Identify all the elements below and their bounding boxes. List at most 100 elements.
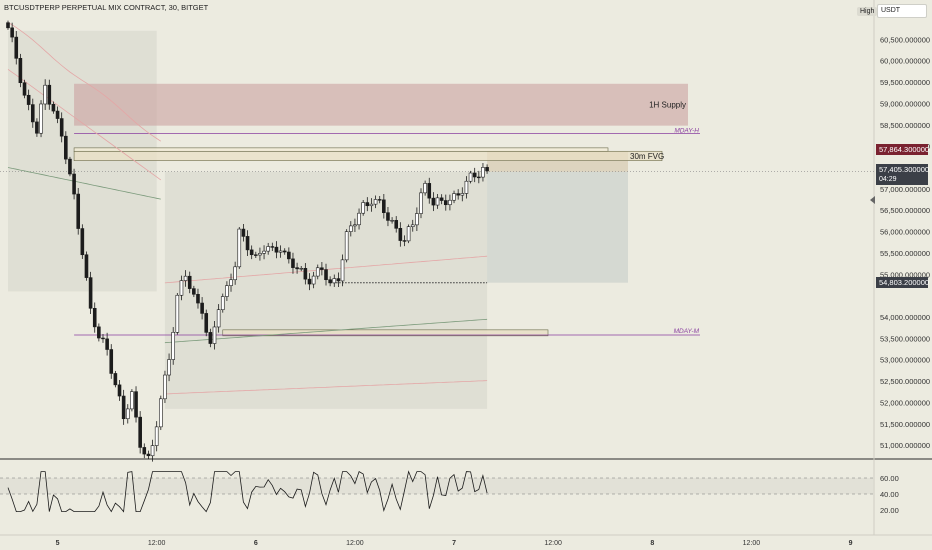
candle xyxy=(159,398,163,428)
price-tick-label: 57,000.000000 xyxy=(880,185,930,194)
price-tick-label: 51,000.000000 xyxy=(880,441,930,450)
candle xyxy=(146,453,151,457)
fvg-zone xyxy=(73,150,663,161)
mday-high-label: MDAY-H xyxy=(674,127,699,134)
price-tick-label: 52,500.000000 xyxy=(880,377,930,386)
price-tick-label: 52,000.000000 xyxy=(880,398,930,407)
candle xyxy=(125,408,130,420)
last-price-label: 57,405.300000 xyxy=(876,164,929,175)
rsi-line xyxy=(7,470,488,513)
candle xyxy=(117,384,122,397)
candle xyxy=(435,197,440,206)
candle xyxy=(72,173,76,195)
candle xyxy=(109,349,114,374)
candle xyxy=(43,84,47,105)
candle xyxy=(105,338,109,350)
candle xyxy=(468,172,473,182)
time-tick-label: 7 xyxy=(452,540,456,547)
candle xyxy=(216,309,221,328)
price-tick-label: 60,500.000000 xyxy=(880,35,930,44)
candle xyxy=(241,228,246,237)
price-tick-label: 53,500.000000 xyxy=(880,334,930,343)
candle xyxy=(464,180,469,194)
candle xyxy=(55,110,60,119)
candle xyxy=(175,294,180,333)
price-tick-label: 60,000.000000 xyxy=(880,57,930,66)
candle xyxy=(88,277,93,309)
candle xyxy=(439,197,444,201)
candle xyxy=(406,226,411,242)
candle xyxy=(332,278,337,284)
candle xyxy=(324,269,328,281)
vwap-lower-band xyxy=(164,380,488,395)
vwap-basis-2 xyxy=(164,318,488,344)
time-tick-label: 9 xyxy=(849,540,853,547)
candle xyxy=(282,250,287,253)
candle xyxy=(419,192,423,214)
candle xyxy=(18,58,23,84)
candle xyxy=(51,103,56,112)
candle xyxy=(348,225,353,232)
price-tick-label: 59,500.000000 xyxy=(880,78,930,87)
candle xyxy=(295,267,299,270)
candle xyxy=(200,302,204,314)
candle xyxy=(258,253,262,256)
candle xyxy=(344,231,349,261)
candle xyxy=(68,158,72,175)
currency-selector[interactable]: USDT xyxy=(877,4,927,18)
candle xyxy=(233,266,237,281)
price-tick-label: 55,000.000000 xyxy=(880,270,930,279)
candle xyxy=(76,193,81,229)
candle xyxy=(311,275,316,285)
candle xyxy=(431,197,436,206)
high-label[interactable]: High xyxy=(857,7,878,16)
time-tick-label: 8 xyxy=(650,540,654,547)
time-tick-label: 12:00 xyxy=(743,540,761,547)
vwap-upper-band-1 xyxy=(7,21,162,142)
candle xyxy=(423,183,427,194)
price-tick-label: 58,500.000000 xyxy=(880,121,930,130)
candle xyxy=(113,373,118,386)
candle xyxy=(303,268,308,280)
candle xyxy=(64,135,68,160)
candle xyxy=(225,285,229,297)
time-tick-label: 12:00 xyxy=(148,540,166,547)
candle xyxy=(192,288,196,295)
candle xyxy=(299,268,304,270)
candle xyxy=(390,220,394,222)
vwap-basis-1 xyxy=(7,167,161,200)
candle xyxy=(47,84,52,105)
candle xyxy=(179,280,184,296)
candle xyxy=(443,200,448,206)
candle xyxy=(59,118,64,137)
candle xyxy=(278,250,283,253)
candle xyxy=(237,228,242,268)
price-tick-label: 53,000.000000 xyxy=(880,356,930,365)
candle xyxy=(183,275,188,281)
candle xyxy=(80,228,85,256)
candle xyxy=(382,199,386,213)
time-tick-label: 6 xyxy=(254,540,258,547)
vwap-upper-band-2 xyxy=(7,68,162,181)
candle xyxy=(171,332,175,360)
current-high-price-label: 57,864.300000 xyxy=(876,144,929,155)
time-tick-label: 5 xyxy=(56,540,60,547)
time-tick-label: 12:00 xyxy=(544,540,562,547)
price-tick-label: 59,000.000000 xyxy=(880,99,930,108)
candle xyxy=(274,246,279,253)
price-tick-label: 51,500.000000 xyxy=(880,420,930,429)
price-tick-label: 54,000.000000 xyxy=(880,313,930,322)
candle xyxy=(291,258,295,268)
rsi-tick-label: 40.00 xyxy=(880,490,899,499)
candle xyxy=(427,183,432,199)
rsi-tick-label: 60.00 xyxy=(880,474,899,483)
candle xyxy=(92,307,97,328)
candle xyxy=(369,203,374,207)
candle xyxy=(456,193,460,196)
candle xyxy=(307,278,312,285)
candle xyxy=(328,279,332,284)
price-scale-arrow-icon[interactable] xyxy=(870,196,875,204)
candle xyxy=(167,359,171,376)
